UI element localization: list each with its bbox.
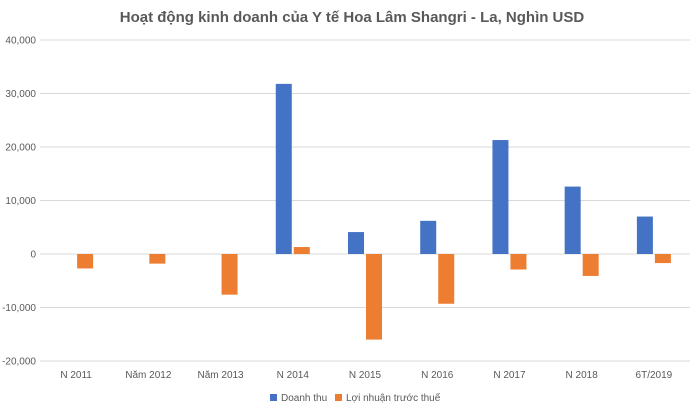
y-axis-tick-labels: 40,000 30,000 20,000 10,000 0 -10,000 -20,000: [2, 36, 36, 368]
y-tick-label: 30,000: [5, 89, 36, 100]
x-tick-label: Năm 2012: [125, 370, 172, 381]
y-tick-label: 0: [30, 250, 36, 261]
x-axis-tick-labels: N 2011 Năm 2012 Năm 2013 N 2014 N 2015 N 2016…: [60, 370, 672, 381]
bar-loi-nhuan-0: [77, 254, 94, 269]
legend-label-loi-nhuan: Lợi nhuận trước thuế: [346, 392, 441, 404]
y-tick-label: 10,000: [5, 196, 36, 207]
bar-doanh-thu-4: [348, 232, 364, 254]
legend-swatch-loi-nhuan: [335, 394, 342, 401]
legend-label-doanh-thu: Doanh thu: [281, 393, 327, 404]
bar-loi-nhuan-1: [149, 254, 166, 264]
bar-doanh-thu-5: [420, 220, 437, 254]
x-tick-label: N 2015: [349, 370, 382, 381]
bar-loi-nhuan-8: [654, 254, 671, 264]
y-tick-label: -20,000: [2, 357, 36, 368]
y-tick-label: -10,000: [2, 303, 36, 314]
x-tick-label: N 2017: [493, 370, 526, 381]
y-tick-label: 40,000: [5, 36, 36, 47]
x-tick-label: 6T/2019: [636, 370, 673, 381]
x-tick-label: N 2014: [277, 370, 310, 381]
chart-title: Hoạt động kinh doanh của Y tế Hoa Lâm Sh…: [120, 9, 585, 26]
bars: [77, 83, 671, 340]
bar-loi-nhuan-6: [510, 254, 527, 270]
bar-doanh-thu-8: [636, 216, 653, 254]
x-tick-label: N 2018: [566, 370, 599, 381]
x-tick-label: N 2011: [60, 370, 92, 381]
bar-loi-nhuan-2: [221, 254, 238, 295]
x-tick-label: Năm 2013: [197, 370, 244, 381]
legend-swatch-doanh-thu: [270, 394, 277, 401]
bar-doanh-thu-6: [492, 140, 509, 254]
bar-doanh-thu-7: [564, 186, 581, 254]
bar-loi-nhuan-5: [438, 254, 455, 304]
x-tick-label: N 2016: [421, 370, 454, 381]
bar-loi-nhuan-7: [582, 254, 599, 276]
bar-loi-nhuan-4: [366, 254, 382, 340]
gridlines: [40, 39, 690, 362]
bar-loi-nhuan-3: [293, 247, 310, 254]
y-tick-label: 20,000: [5, 143, 36, 154]
legend: Doanh thu Lợi nhuận trước thuế: [270, 392, 441, 404]
bar-doanh-thu-3: [275, 83, 292, 255]
